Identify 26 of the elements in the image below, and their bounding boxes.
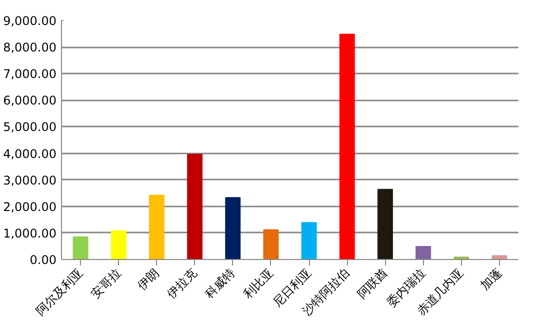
x-tick-label: 科威特 — [202, 266, 238, 301]
x-tick-label: 加蓬 — [478, 266, 504, 292]
y-tick-label: 9,000.00 — [3, 14, 56, 28]
bar — [187, 154, 203, 260]
bar — [416, 246, 432, 260]
y-tick-label: 3,000.00 — [3, 173, 56, 188]
y-tick-label: 8,000.00 — [3, 40, 56, 55]
y-tick-label: 1,000.00 — [3, 226, 56, 240]
bar — [72, 236, 88, 260]
x-tick-label: 阿尔及利亚 — [33, 266, 86, 318]
x-tick-label: 安哥拉 — [88, 266, 124, 301]
x-tick-label: 伊拉克 — [164, 266, 200, 301]
bar — [377, 188, 393, 260]
bar — [148, 194, 164, 260]
bar — [263, 229, 279, 260]
x-tick-label: 伊朗 — [134, 266, 162, 292]
y-tick-label: 6,000.00 — [3, 94, 56, 108]
y-tick-label: 2,000.00 — [3, 200, 56, 214]
bar — [225, 197, 241, 260]
y-tick-label: 5,000.00 — [3, 120, 56, 134]
bar — [301, 222, 317, 260]
y-tick-label: 0.00 — [30, 253, 56, 267]
bar — [110, 230, 126, 260]
y-tick-label: 4,000.00 — [3, 146, 56, 161]
bar — [339, 34, 355, 260]
y-tick-label: 7,000.00 — [3, 67, 56, 82]
